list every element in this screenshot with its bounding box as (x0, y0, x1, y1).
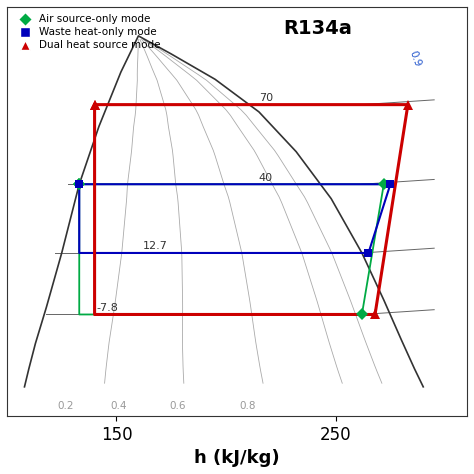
Text: 0.9: 0.9 (408, 49, 423, 68)
Text: 0.8: 0.8 (240, 401, 256, 411)
Text: 12.7: 12.7 (143, 241, 168, 251)
Text: 40: 40 (259, 173, 273, 182)
Text: R134a: R134a (283, 19, 352, 38)
Text: 0.2: 0.2 (58, 401, 74, 411)
X-axis label: h (kJ/kg): h (kJ/kg) (194, 449, 280, 467)
Text: 70: 70 (259, 93, 273, 103)
Legend: Air source-only mode, Waste heat-only mode, Dual heat source mode: Air source-only mode, Waste heat-only mo… (12, 12, 163, 53)
Text: 0.4: 0.4 (110, 401, 127, 411)
Text: -7.8: -7.8 (97, 303, 118, 313)
Text: 0.6: 0.6 (170, 401, 186, 411)
